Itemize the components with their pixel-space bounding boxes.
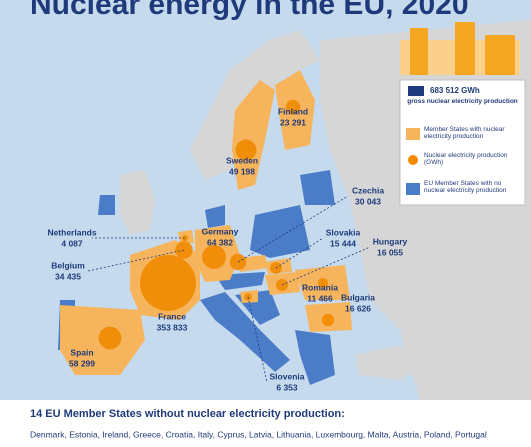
- country-value: 23 291: [280, 117, 306, 127]
- country-name: Belgium: [51, 260, 85, 270]
- country-name: Slovakia: [326, 227, 361, 237]
- country-value: 353 833: [157, 322, 188, 332]
- legend-total: 683 512 GWh: [430, 86, 480, 95]
- legend-item: Member States with nuclear electricity p…: [424, 126, 505, 140]
- legend: 683 512 GWh gross nuclear electricity pr…: [399, 79, 526, 206]
- legend-item: Nuclear electricity production (GWh): [424, 152, 508, 166]
- country-value: 11 466: [307, 293, 333, 303]
- legend-item-wrap: Nuclear electricity production (GWh): [424, 152, 508, 166]
- production-bubble: [321, 313, 335, 327]
- factory-icon: [400, 22, 520, 75]
- footer-heading: 14 EU Member States without nuclear elec…: [30, 408, 345, 420]
- country-value: 64 382: [207, 237, 233, 247]
- production-bubble: [202, 245, 226, 269]
- country-name: France: [158, 311, 186, 321]
- bubbles: [98, 99, 335, 350]
- country-value: 6 353: [276, 382, 298, 392]
- leader-line: [247, 296, 268, 383]
- leader-line: [87, 249, 185, 272]
- country-name: Netherlands: [47, 227, 96, 237]
- country-value: 58 299: [69, 358, 95, 368]
- country-value: 4 087: [61, 238, 83, 248]
- production-bubble: [140, 255, 196, 311]
- country-value: 34 435: [55, 271, 81, 281]
- legend-item: EU Member States with no nuclear electri…: [424, 180, 507, 194]
- eu-flag: [408, 86, 424, 96]
- country-value: 49 198: [229, 166, 255, 176]
- country-name: Czechia: [352, 185, 384, 195]
- production-bubble: [285, 99, 301, 115]
- leader-line: [275, 237, 324, 269]
- country-value: 15 444: [330, 238, 356, 248]
- legend-item-wrap: Member States with nuclear electricity p…: [424, 126, 505, 140]
- country-name: Romania: [302, 282, 338, 292]
- country-name: Finland: [278, 106, 308, 116]
- production-bubble: [98, 326, 122, 350]
- legend-swatch: [406, 183, 420, 195]
- country-value: 16 626: [345, 303, 371, 313]
- legend-swatch: [406, 128, 420, 140]
- footer-list: Denmark, Estonia, Ireland, Greece, Croat…: [30, 429, 487, 439]
- legend-caption-wrap: gross nuclear electricity production: [407, 98, 518, 105]
- country-name: Spain: [70, 347, 93, 357]
- production-bubble: [235, 139, 257, 161]
- country-name: Slovenia: [270, 371, 305, 381]
- leader-line: [237, 195, 349, 263]
- country-name: Germany: [202, 226, 239, 236]
- country-value: 30 043: [355, 196, 381, 206]
- country-value: 16 055: [377, 247, 403, 257]
- country-name: Sweden: [226, 155, 258, 165]
- production-bubble: [317, 277, 329, 289]
- country-name: Hungary: [373, 236, 408, 246]
- footer-bg: [0, 400, 531, 442]
- legend-box: [399, 79, 526, 206]
- country-name: Bulgaria: [341, 292, 375, 302]
- title: Nuclear energy in the EU, 2020: [30, 0, 469, 21]
- legend-caption: gross nuclear electricity production: [407, 98, 518, 105]
- legend-item-wrap: EU Member States with no nuclear electri…: [424, 180, 507, 194]
- legend-swatch: [408, 155, 418, 165]
